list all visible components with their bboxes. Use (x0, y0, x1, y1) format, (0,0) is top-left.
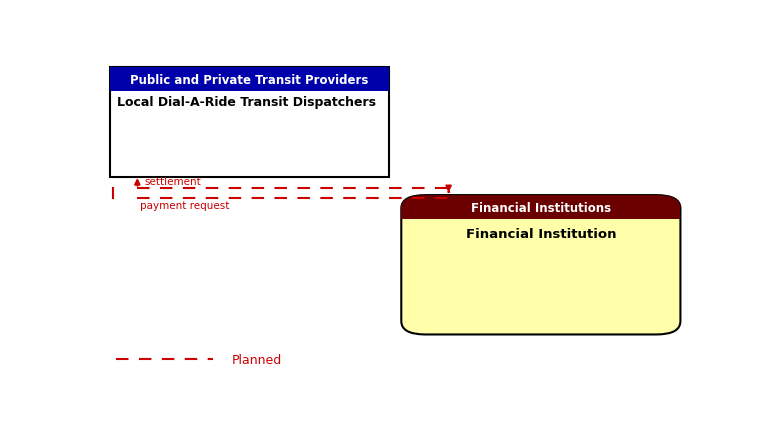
Text: Local Dial-A-Ride Transit Dispatchers: Local Dial-A-Ride Transit Dispatchers (117, 96, 377, 109)
FancyBboxPatch shape (402, 196, 680, 219)
Text: Financial Institutions: Financial Institutions (471, 201, 611, 214)
Text: Planned: Planned (232, 353, 282, 366)
FancyBboxPatch shape (402, 196, 680, 335)
Bar (110, 68, 389, 92)
Text: Public and Private Transit Providers: Public and Private Transit Providers (131, 74, 369, 86)
Bar (110, 68, 389, 178)
Text: Financial Institution: Financial Institution (466, 228, 616, 241)
Bar (402, 206, 680, 219)
Text: settlement: settlement (145, 177, 201, 187)
Text: payment request: payment request (139, 200, 229, 211)
